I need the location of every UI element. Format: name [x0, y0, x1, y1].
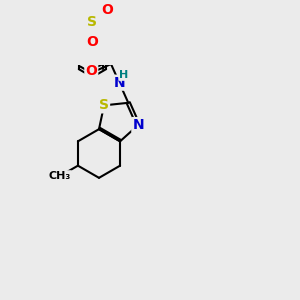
Text: S: S — [87, 15, 98, 29]
Text: N: N — [113, 76, 125, 90]
Text: O: O — [86, 35, 98, 49]
Text: CH₃: CH₃ — [49, 171, 71, 181]
Text: H: H — [119, 70, 128, 80]
Text: S: S — [99, 98, 109, 112]
Text: N: N — [132, 118, 144, 132]
Text: O: O — [85, 64, 97, 78]
Text: O: O — [102, 3, 113, 16]
